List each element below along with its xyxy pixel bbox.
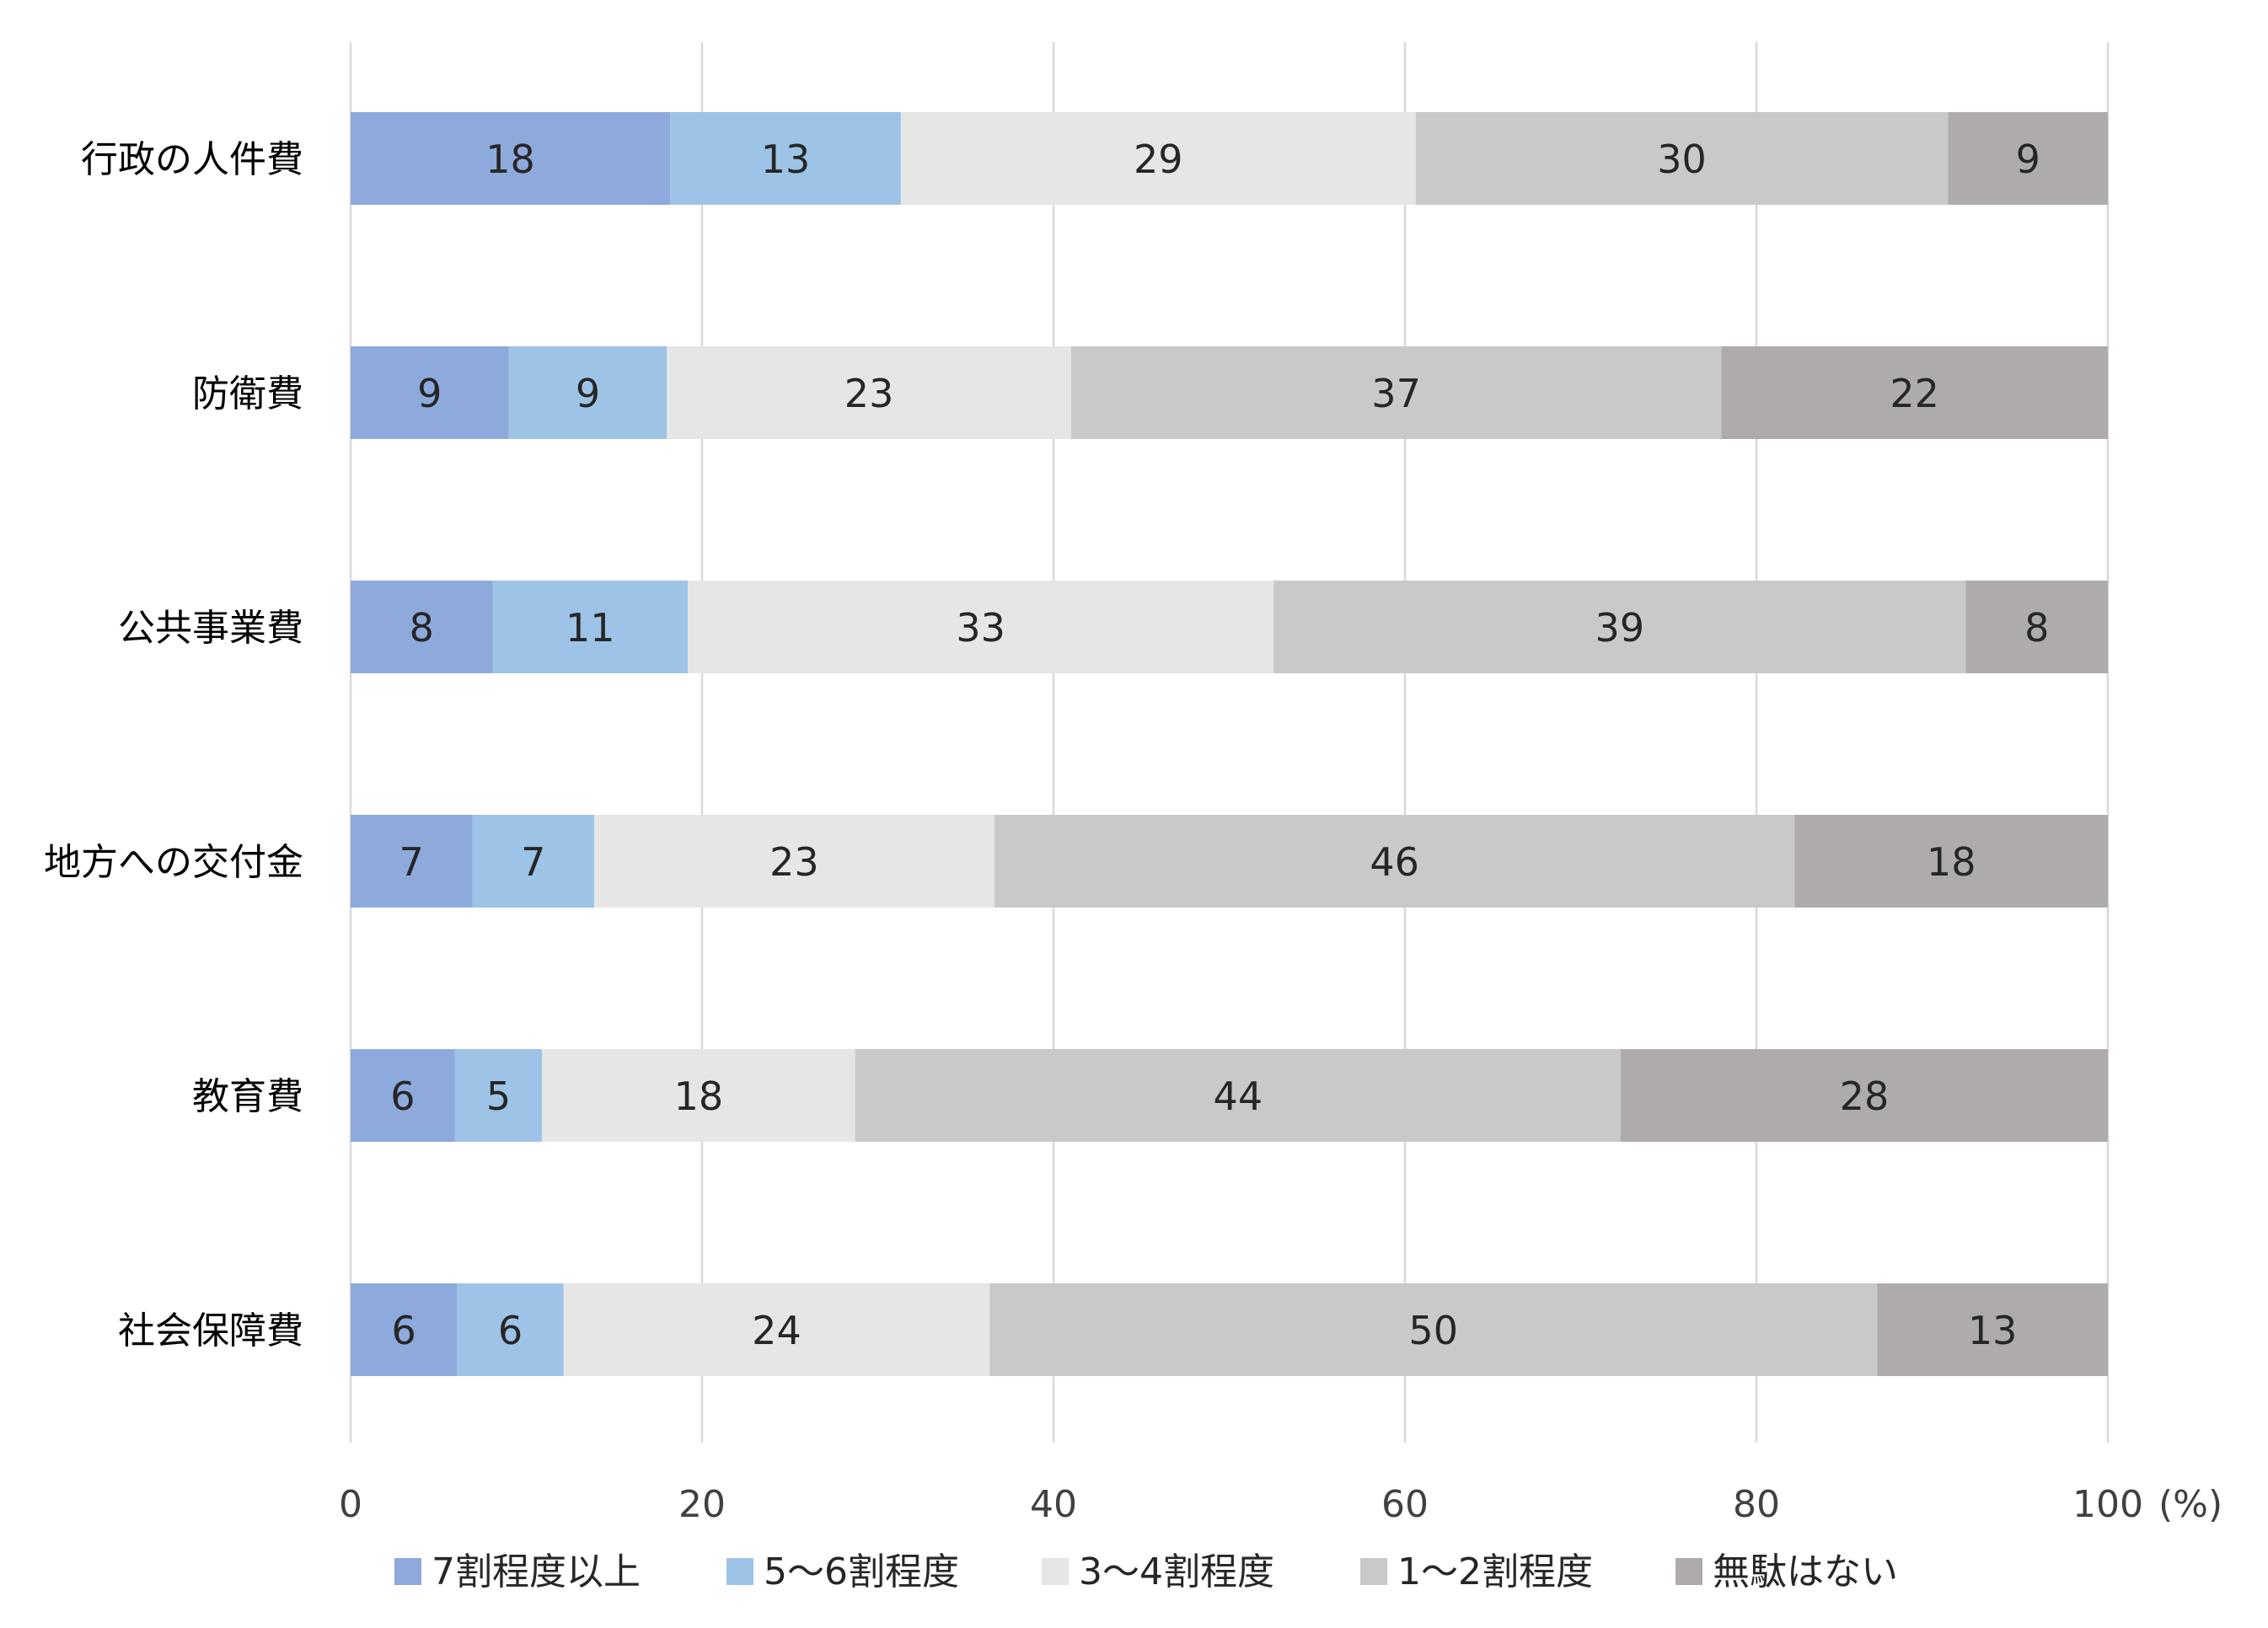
legend-swatch (727, 1558, 753, 1585)
legend-swatch (1360, 1558, 1387, 1585)
bar-value-label: 18 (485, 137, 535, 182)
x-tick-label: 80 (1733, 1483, 1780, 1526)
bar-value-label: 13 (761, 137, 811, 182)
legend-label: 3～4割程度 (1079, 1550, 1274, 1593)
bar-value-label: 30 (1657, 137, 1707, 182)
x-tick-label: 100 (2072, 1483, 2143, 1526)
x-unit-label: (%) (2158, 1483, 2222, 1526)
bar-value-label: 8 (2024, 605, 2049, 651)
category-label: 社会保障費 (118, 1309, 303, 1352)
bar-segment (563, 1283, 990, 1376)
data-labels: 18 13 29 30 9 9 9 23 37 22 8 11 33 39 8 7 7 23 46 18 6 5 18 44 2… (390, 137, 2049, 1353)
x-tick-label: 0 (339, 1483, 362, 1526)
bar-segment (1965, 581, 2108, 673)
bar-value-label: 46 (1370, 839, 1419, 885)
bar-segment (454, 1049, 543, 1142)
bar-value-label: 11 (566, 605, 615, 651)
category-label: 行政の人件費 (81, 138, 303, 181)
bar-segment (989, 1283, 1878, 1376)
bar-segment (472, 815, 595, 908)
legend: 7割程度以上 5～6割程度 3～4割程度 1～2割程度 無駄はない (394, 1550, 1898, 1593)
legend-label: 7割程度以上 (432, 1550, 641, 1593)
bar-value-label: 22 (1890, 371, 1939, 416)
bar-segment (1070, 346, 1722, 439)
legend-swatch (1676, 1558, 1702, 1585)
category-label: 公共事業費 (118, 607, 303, 650)
bar-value-label: 5 (486, 1074, 511, 1119)
bar-value-label: 39 (1595, 605, 1645, 651)
bar-value-label: 28 (1840, 1074, 1890, 1119)
bar-segment (994, 815, 1795, 908)
bar-value-label: 44 (1214, 1074, 1263, 1119)
bar-segment (900, 112, 1416, 205)
bar-value-label: 8 (410, 605, 434, 651)
bar-segment (351, 346, 509, 439)
bar-value-label: 9 (2016, 137, 2040, 182)
bar-segment (1415, 112, 1949, 205)
bar-segment (1877, 1283, 2108, 1376)
category-label: 防衛費 (192, 372, 303, 415)
x-tick-label: 60 (1381, 1483, 1429, 1526)
bar-segment (1721, 346, 2108, 439)
legend-swatch (1042, 1558, 1069, 1585)
bar-value-label: 6 (390, 1074, 415, 1119)
bar-segment (1948, 112, 2108, 205)
bar-segment (508, 346, 668, 439)
bar-segment (1794, 815, 2108, 908)
bar-value-label: 9 (576, 371, 600, 416)
bar-value-label: 9 (417, 371, 442, 416)
bar-value-label: 29 (1134, 137, 1183, 182)
bar-segment (594, 815, 995, 908)
bar-segment (670, 112, 901, 205)
value-axis: 0 20 40 60 80 100 (%) (339, 1483, 2222, 1526)
bar-segment (542, 1049, 855, 1142)
legend-label: 1～2割程度 (1397, 1550, 1593, 1593)
bar-segment (351, 1049, 455, 1142)
x-tick-label: 40 (1030, 1483, 1077, 1526)
bar-value-label: 13 (1968, 1308, 2018, 1353)
bar-segment (855, 1049, 1621, 1142)
bar-value-label: 50 (1408, 1308, 1458, 1353)
bar-segment (351, 1283, 458, 1376)
bar-value-label: 37 (1371, 371, 1421, 416)
bar-segment (688, 581, 1274, 673)
bar-segment (1273, 581, 1966, 673)
legend-label: 無駄はない (1713, 1550, 1898, 1593)
category-label: 地方への交付金 (44, 841, 303, 884)
gridlines (349, 42, 2110, 1443)
bar-value-label: 7 (521, 839, 545, 885)
bar-segment (457, 1283, 564, 1376)
bar-segment (492, 581, 689, 673)
bar-segment (351, 815, 473, 908)
bar-value-label: 33 (956, 605, 1005, 651)
bar-value-label: 18 (1927, 839, 1976, 885)
bar-value-label: 6 (498, 1308, 523, 1353)
bar-value-label: 6 (392, 1308, 416, 1353)
legend-swatch (394, 1558, 421, 1585)
bar-value-label: 23 (769, 839, 819, 885)
bar-value-label: 7 (399, 839, 424, 885)
category-label: 教育費 (192, 1075, 303, 1118)
bars (351, 112, 2108, 1376)
bar-segment (1620, 1049, 2108, 1142)
x-tick-label: 20 (678, 1483, 726, 1526)
bar-segment (351, 581, 493, 673)
bar-value-label: 18 (674, 1074, 724, 1119)
bar-segment (351, 112, 671, 205)
bar-segment (667, 346, 1071, 439)
legend-label: 5～6割程度 (764, 1550, 959, 1593)
bar-value-label: 24 (752, 1308, 802, 1353)
bar-value-label: 23 (844, 371, 894, 416)
